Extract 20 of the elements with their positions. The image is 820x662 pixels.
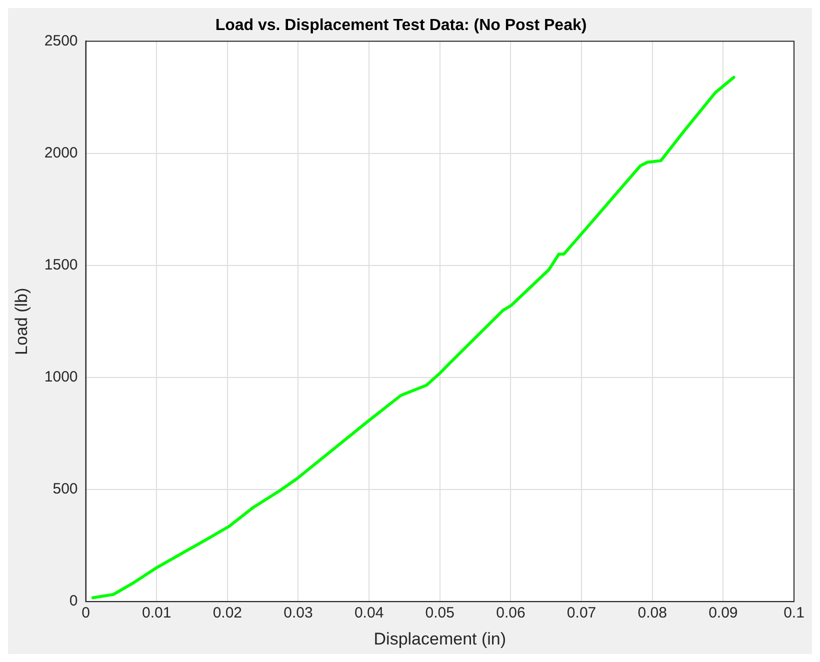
x-tick-label: 0.01 [142, 604, 172, 622]
x-tick-label: 0.07 [566, 604, 596, 622]
chart-title: Load vs. Displacement Test Data: (No Post Peak) [215, 17, 587, 34]
x-tick-label: 0.1 [784, 604, 804, 622]
y-tick-label: 2000 [44, 144, 78, 162]
y-tick-label: 2500 [44, 32, 78, 50]
y-tick-label: 1000 [44, 368, 78, 386]
x-tick-label: 0.08 [638, 604, 667, 622]
y-tick-label: 1500 [44, 256, 78, 274]
x-tick-label: 0.05 [425, 604, 454, 622]
x-tick-label: 0.02 [212, 604, 242, 622]
x-tick-label: 0 [82, 604, 90, 622]
x-tick-label: 0.03 [284, 604, 313, 622]
x-tick-label: 0.04 [354, 604, 384, 622]
y-tick-label: 500 [52, 480, 78, 498]
x-tick-label: 0.06 [496, 604, 526, 622]
y-tick-label: 0 [69, 592, 78, 610]
y-axis-title: Load (lb) [12, 288, 31, 355]
x-tick-label: 0.09 [708, 604, 738, 622]
x-axis-title: Displacement (in) [374, 629, 506, 648]
